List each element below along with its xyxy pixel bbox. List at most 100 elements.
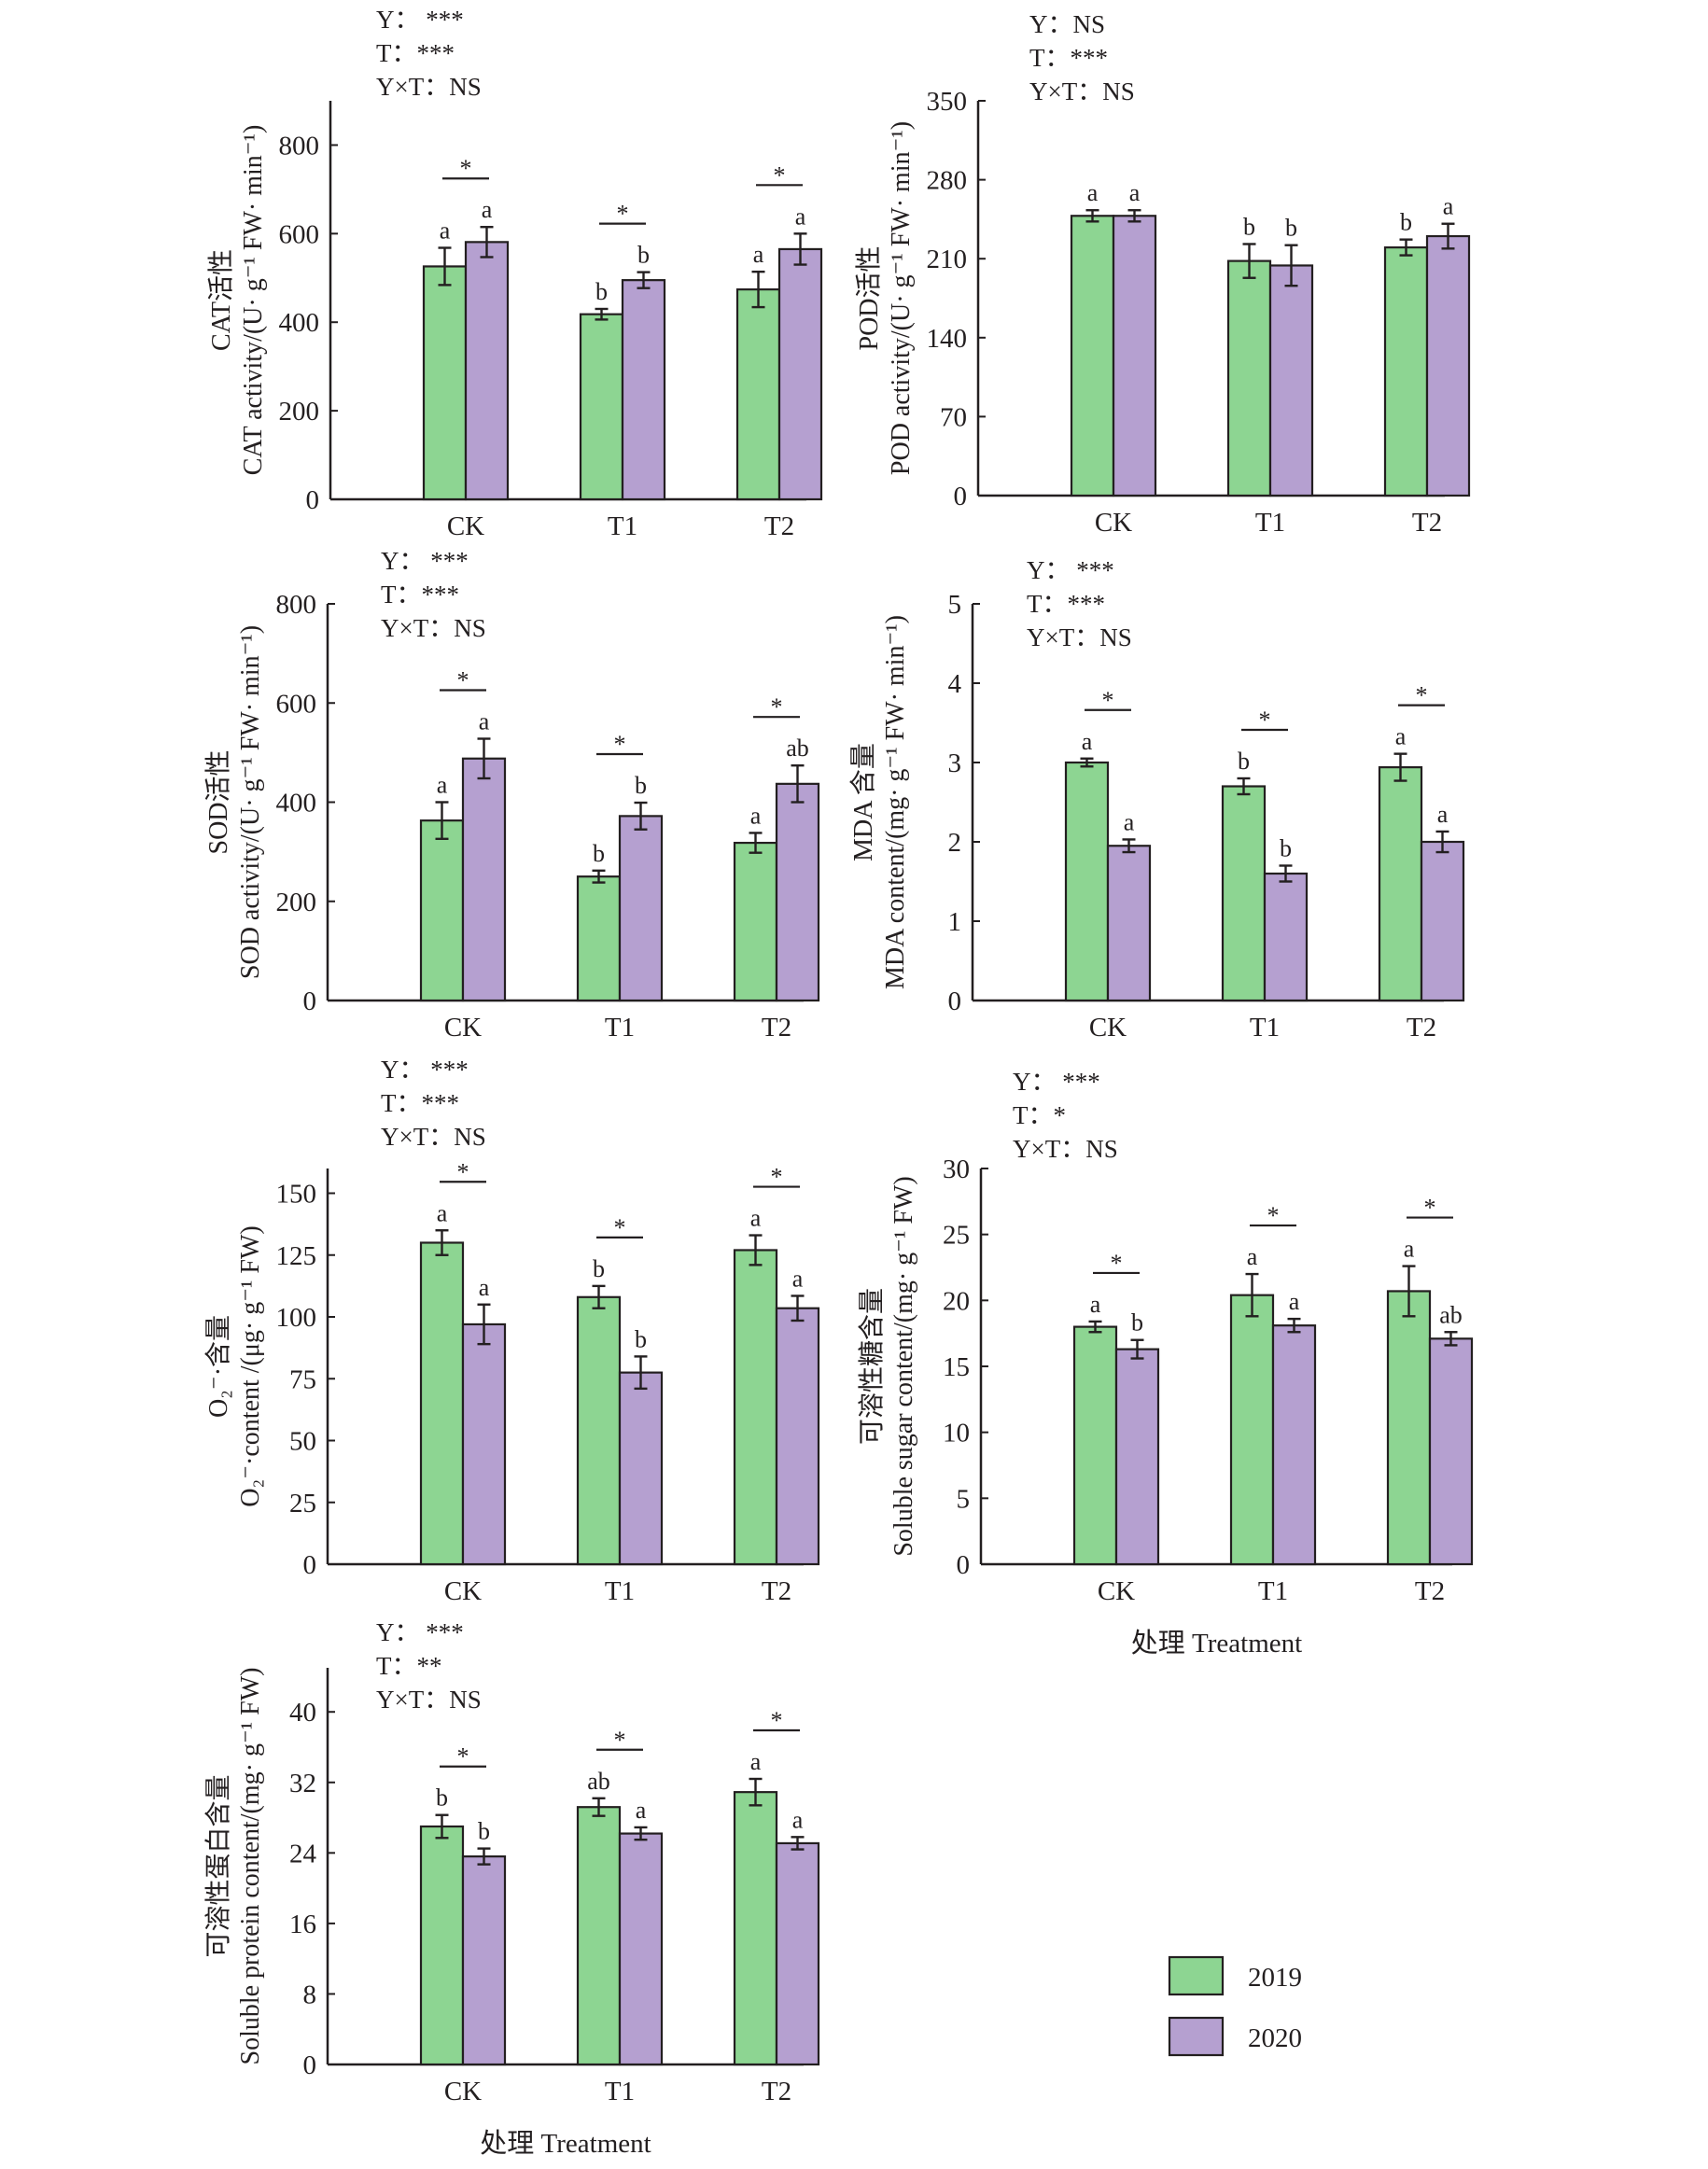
y-tick-label: 200: [276, 888, 317, 917]
y-tick-label: 0: [948, 987, 962, 1016]
year-comparison-star: *: [1111, 1250, 1123, 1277]
y-tick-label: 0: [303, 1550, 317, 1580]
significance-letter: a: [750, 1748, 762, 1775]
significance-letter: a: [482, 196, 493, 223]
bar-2019-T1: [1226, 259, 1272, 497]
y-axis-label-en: O₂⁻·content /(μg· g⁻¹ FW): [236, 1225, 265, 1506]
bar-2019-T2: [1386, 1290, 1432, 1566]
y-tick-label: 0: [303, 987, 317, 1016]
x-tick-label: T1: [605, 1576, 635, 1606]
anova-stat: T：**: [376, 1652, 442, 1680]
anova-stat: Y： ***: [1013, 1068, 1100, 1096]
bar-2019-T1: [576, 1806, 622, 2066]
y-tick-label: 0: [954, 482, 968, 511]
bar-2019-T2: [733, 1249, 778, 1566]
bar-2019-CK: [419, 819, 465, 1002]
y-axis-label-cn: 可溶性蛋白含量: [203, 1774, 233, 1957]
y-axis-label-cn: O₂⁻·含量: [203, 1315, 233, 1418]
x-tick-label: T2: [762, 1576, 791, 1606]
y-tick-label: 5: [948, 590, 962, 620]
y-tick-label: 0: [957, 1550, 971, 1580]
x-tick-label: T1: [1250, 1013, 1280, 1043]
anova-stat: Y： ***: [376, 1618, 464, 1646]
anova-stat: T：***: [381, 581, 459, 609]
y-tick-label: 8: [303, 1980, 317, 2009]
y-tick-label: 3: [948, 749, 962, 778]
x-tick-label: T2: [1407, 1013, 1436, 1043]
y-tick-label: 350: [927, 87, 968, 117]
year-comparison-star: *: [1416, 682, 1428, 709]
year-comparison-star: *: [771, 1707, 783, 1734]
bar-2020-T2: [775, 782, 820, 1002]
bar-2020-T2: [1420, 840, 1465, 1002]
anova-stat: Y： ***: [1027, 556, 1114, 584]
y-axis-label-cn: CAT活性: [206, 249, 236, 351]
chart-mda: 0 1 2 3 4 5 MDA 含量 MDA content/(mg· g⁻¹ FW· min…: [848, 556, 1465, 1043]
anova-stat: T：***: [376, 39, 455, 67]
year-comparison-star: *: [457, 1158, 469, 1185]
y-tick-label: 24: [289, 1839, 317, 1868]
significance-letter: a: [1124, 808, 1135, 835]
significance-letter: b: [1238, 748, 1250, 775]
significance-letter: a: [479, 1274, 490, 1301]
significance-letter: b: [436, 1784, 448, 1812]
y-tick-label: 30: [943, 1154, 970, 1184]
year-comparison-star: *: [1267, 1202, 1280, 1229]
y-tick-label: 75: [289, 1364, 316, 1394]
y-axis-label-en: Soluble sugar content/(mg· g⁻¹ FW): [889, 1176, 918, 1556]
significance-letter: a: [1129, 179, 1141, 206]
bar-2019-T1: [1229, 1294, 1275, 1566]
significance-letter: b: [1280, 835, 1292, 862]
bar-2019-CK: [419, 1825, 465, 2066]
x-axis-label: 处理 Treatment: [1131, 1628, 1302, 1658]
significance-letter: a: [792, 1806, 804, 1833]
y-tick-label: 70: [940, 402, 967, 432]
anova-stat: Y×T：NS: [1029, 77, 1135, 105]
y-tick-label: 800: [276, 590, 317, 620]
year-comparison-star: *: [1259, 707, 1271, 734]
bar-2019-CK: [1070, 215, 1115, 497]
year-comparison-star: *: [1424, 1195, 1436, 1222]
x-tick-label: CK: [444, 1576, 482, 1606]
y-axis-label-en: CAT activity/(U· g⁻¹ FW· min⁻¹): [239, 125, 268, 476]
significance-letter: a: [437, 772, 448, 799]
significance-letter: a: [750, 1205, 762, 1232]
y-axis-label-en: POD activity/(U· g⁻¹ FW· min⁻¹): [887, 121, 916, 475]
legend-label: 2019: [1248, 1963, 1302, 1993]
bar-2019-T1: [1221, 785, 1267, 1002]
y-tick-label: 25: [943, 1221, 970, 1251]
anova-stat: T：*: [1013, 1101, 1066, 1129]
legend-swatch-2019: [1168, 1955, 1225, 1996]
significance-letter: b: [1400, 209, 1412, 236]
y-tick-label: 100: [276, 1303, 317, 1333]
bar-2019-CK: [422, 265, 468, 501]
significance-letter: a: [1443, 193, 1454, 220]
y-tick-label: 150: [276, 1180, 317, 1210]
anova-stat: Y×T：NS: [376, 1686, 482, 1714]
chart-o2: 0 25 50 75 100 125 150 O₂⁻·含量 O₂⁻·content /(μg· …: [203, 1056, 820, 1606]
significance-letter: a: [440, 217, 451, 245]
chart-pod: 0 70 140 210 280 350 POD活性 POD activity/(U· g⁻¹…: [854, 10, 1471, 538]
significance-letter: a: [437, 1199, 448, 1226]
significance-letter: b: [593, 1255, 605, 1282]
bar-2020-T2: [1425, 234, 1471, 497]
significance-letter: ab: [1439, 1301, 1463, 1328]
significance-letter: ab: [786, 735, 809, 762]
year-comparison-star: *: [614, 731, 626, 758]
significance-letter: a: [750, 802, 762, 829]
year-comparison-star: *: [614, 1214, 626, 1241]
bar-2019-T2: [735, 288, 781, 501]
x-tick-label: CK: [1089, 1013, 1127, 1043]
x-tick-label: T2: [762, 2077, 791, 2106]
significance-letter: a: [753, 241, 764, 268]
y-axis-label-cn: POD活性: [854, 245, 884, 350]
y-axis-label-cn: 可溶性糖含量: [857, 1288, 887, 1445]
y-tick-label: 280: [927, 166, 968, 196]
significance-letter: a: [792, 1265, 804, 1292]
y-tick-label: 40: [289, 1698, 316, 1728]
significance-letter: b: [635, 1325, 647, 1352]
y-axis-label-cn: MDA 含量: [848, 743, 878, 861]
y-axis-label-en: MDA content/(mg· g⁻¹ FW· min⁻¹): [881, 615, 910, 989]
chart-sod: 0 200 400 600 800 SOD活性 SOD activity/(U· g⁻¹ F…: [203, 547, 820, 1043]
y-tick-label: 25: [289, 1489, 316, 1518]
